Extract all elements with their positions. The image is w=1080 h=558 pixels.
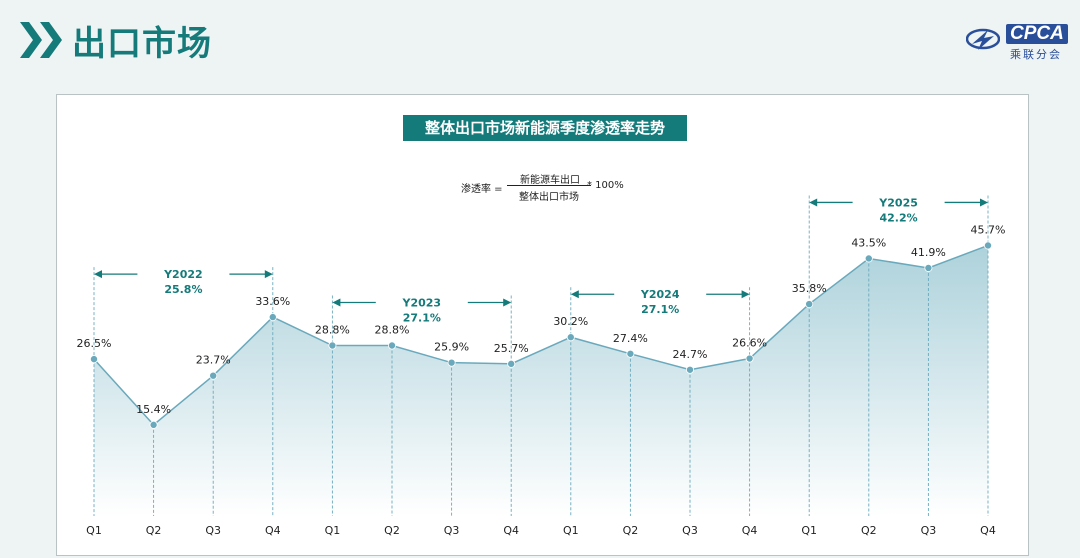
area-fill <box>94 245 988 516</box>
x-tick-label-11: Q3 <box>682 524 698 537</box>
year-label-1: Y2022 <box>163 268 203 281</box>
arrow-left-icon <box>809 198 817 206</box>
data-point-15 <box>925 264 932 271</box>
data-label-1: 26.5% <box>77 337 112 350</box>
data-label-12: 26.6% <box>732 337 767 350</box>
year-average-label-4: 42.2% <box>880 211 918 224</box>
x-tick-label-4: Q4 <box>265 524 281 537</box>
x-tick-label-6: Q2 <box>384 524 400 537</box>
data-label-11: 24.7% <box>673 348 708 361</box>
x-tick-label-13: Q1 <box>801 524 817 537</box>
data-label-4: 33.6% <box>255 295 290 308</box>
data-point-8 <box>508 360 515 367</box>
x-tick-label-15: Q3 <box>921 524 937 537</box>
data-label-6: 28.8% <box>375 324 410 337</box>
x-tick-label-14: Q2 <box>861 524 877 537</box>
data-point-4 <box>269 313 276 320</box>
x-tick-label-10: Q2 <box>623 524 639 537</box>
year-average-label-3: 27.1% <box>641 303 679 316</box>
data-label-13: 35.8% <box>792 282 827 295</box>
arrow-left-icon <box>332 299 340 307</box>
data-point-2 <box>150 421 157 428</box>
year-average-label-1: 25.8% <box>164 283 202 296</box>
arrow-left-icon <box>571 290 579 298</box>
year-label-4: Y2025 <box>878 196 918 209</box>
data-point-1 <box>90 356 97 363</box>
x-tick-label-16: Q4 <box>980 524 996 537</box>
data-point-3 <box>210 372 217 379</box>
data-label-3: 23.7% <box>196 354 231 367</box>
data-label-5: 28.8% <box>315 324 350 337</box>
data-point-12 <box>746 355 753 362</box>
data-label-16: 45.7% <box>971 223 1006 236</box>
arrow-right-icon <box>265 270 273 278</box>
data-label-10: 27.4% <box>613 332 648 345</box>
data-point-10 <box>627 350 634 357</box>
x-tick-label-7: Q3 <box>444 524 460 537</box>
data-point-14 <box>865 255 872 262</box>
x-tick-label-1: Q1 <box>86 524 102 537</box>
data-point-7 <box>448 359 455 366</box>
x-tick-label-5: Q1 <box>325 524 341 537</box>
data-label-14: 43.5% <box>851 236 886 249</box>
data-point-9 <box>567 334 574 341</box>
data-point-13 <box>806 300 813 307</box>
data-label-2: 15.4% <box>136 403 171 416</box>
data-point-5 <box>329 342 336 349</box>
year-label-3: Y2024 <box>640 288 680 301</box>
x-tick-label-3: Q3 <box>205 524 221 537</box>
data-label-8: 25.7% <box>494 342 529 355</box>
arrow-right-icon <box>742 290 750 298</box>
arrow-right-icon <box>503 299 511 307</box>
data-point-6 <box>388 342 395 349</box>
arrow-right-icon <box>980 198 988 206</box>
x-tick-label-8: Q4 <box>503 524 519 537</box>
data-label-7: 25.9% <box>434 341 469 354</box>
data-point-11 <box>686 366 693 373</box>
x-tick-label-9: Q1 <box>563 524 579 537</box>
x-tick-label-12: Q4 <box>742 524 758 537</box>
data-label-15: 41.9% <box>911 246 946 259</box>
arrow-left-icon <box>94 270 102 278</box>
year-label-2: Y2023 <box>402 297 442 310</box>
data-label-9: 30.2% <box>553 315 588 328</box>
x-tick-label-2: Q2 <box>146 524 162 537</box>
data-point-16 <box>984 242 991 249</box>
